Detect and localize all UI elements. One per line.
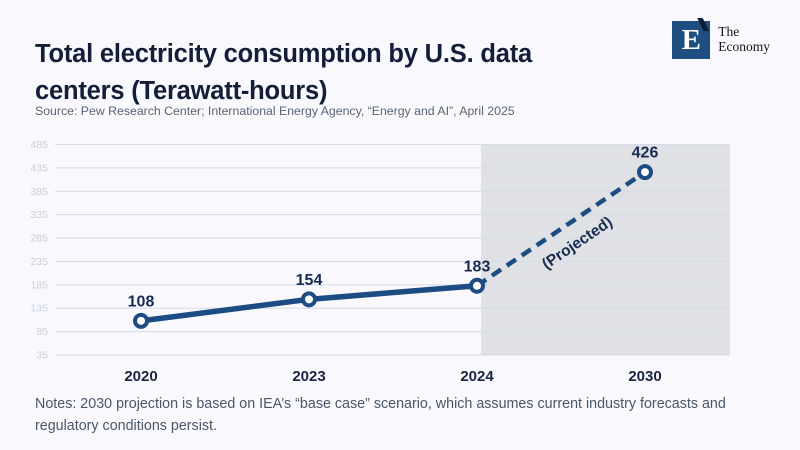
y-tick-label: 185 bbox=[30, 279, 48, 291]
y-tick-label: 385 bbox=[30, 186, 48, 198]
projected-line bbox=[475, 170, 647, 288]
notes-line: Notes: 2030 projection is based on IEA’s… bbox=[35, 396, 726, 434]
value-label: 108 bbox=[128, 293, 155, 310]
y-tick-label: 485 bbox=[30, 139, 48, 151]
y-tick-label: 285 bbox=[30, 233, 48, 245]
y-tick-label: 335 bbox=[30, 209, 48, 221]
source-line: Source: Pew Research Center; Internation… bbox=[35, 104, 515, 118]
page-title: Total electricity consumption by U.S. da… bbox=[35, 36, 675, 110]
x-axis-label: 2030 bbox=[628, 368, 661, 385]
y-tick-label: 35 bbox=[36, 350, 48, 362]
x-axis-label: 2020 bbox=[124, 368, 157, 385]
y-tick-label: 435 bbox=[30, 162, 48, 174]
data-point-marker bbox=[637, 164, 653, 181]
page-title-line-2: centers (Terawatt-hours) bbox=[35, 77, 328, 106]
data-point-marker bbox=[469, 277, 485, 294]
page-title-line-1: Total electricity consumption by U.S. da… bbox=[35, 40, 532, 69]
value-label: 426 bbox=[632, 145, 659, 162]
y-tick-label: 85 bbox=[36, 326, 48, 338]
logo-square: E bbox=[672, 18, 711, 59]
y-tick-label: 235 bbox=[30, 256, 48, 268]
projected-band bbox=[481, 144, 730, 355]
x-axis-label: 2023 bbox=[292, 368, 325, 385]
publisher-name-line-1: The bbox=[718, 24, 740, 39]
x-axis-label: 2024 bbox=[460, 368, 494, 385]
publisher-name: The Economy bbox=[718, 21, 770, 54]
publisher-name-line-2: Economy bbox=[718, 38, 770, 54]
publisher-logo: E The Economy bbox=[672, 18, 770, 59]
data-point-marker bbox=[301, 291, 317, 308]
value-label: 154 bbox=[296, 272, 323, 289]
logo-letter: E bbox=[681, 23, 701, 56]
data-point-marker bbox=[133, 312, 149, 329]
value-label: 183 bbox=[464, 258, 491, 275]
y-tick-label: 135 bbox=[30, 303, 48, 315]
